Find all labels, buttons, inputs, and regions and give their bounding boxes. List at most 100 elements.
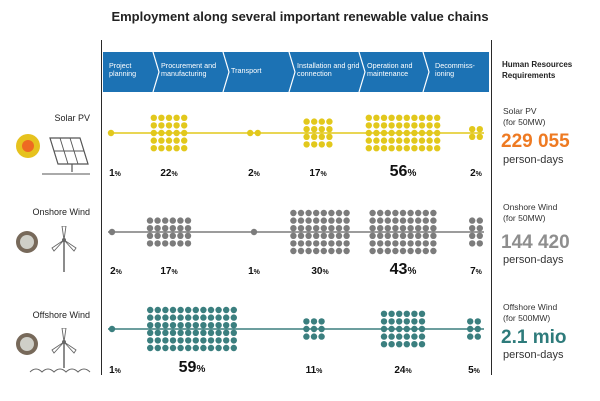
- employment-dot: [403, 310, 410, 317]
- employment-dot: [207, 344, 215, 352]
- employment-dot: [422, 225, 429, 232]
- employment-dot: [407, 247, 414, 255]
- employment-dot: [181, 145, 188, 152]
- employment-dot: [411, 318, 418, 325]
- employment-dot: [399, 247, 407, 255]
- employment-dot: [476, 133, 483, 140]
- employment-dot: [158, 122, 165, 129]
- employment-dot: [418, 310, 426, 317]
- employment-dot: [343, 232, 350, 239]
- employment-dot: [303, 133, 310, 140]
- employment-dot: [215, 337, 222, 344]
- employment-dot: [474, 318, 481, 325]
- value-chain-stage-bar: Project planning Procurement and manufac…: [103, 52, 489, 92]
- employment-dot: [388, 310, 395, 317]
- employment-dot: [223, 337, 230, 344]
- employment-dot: [154, 225, 161, 232]
- employment-dot: [177, 240, 184, 247]
- employment-dot: [369, 225, 376, 232]
- employment-dot: [407, 240, 414, 247]
- employment-dot: [184, 225, 192, 232]
- employment-dot: [415, 209, 422, 217]
- employment-dot: [290, 232, 297, 239]
- chevron-divider: [358, 52, 366, 92]
- employment-dot: [147, 329, 154, 336]
- employment-dot-cluster: [146, 217, 192, 247]
- employment-dot: [411, 145, 418, 152]
- employment-dot: [411, 325, 418, 333]
- employment-dot: [320, 225, 327, 232]
- employment-dot: [192, 322, 199, 329]
- employment-dot: [320, 209, 327, 217]
- hr-onshore-unit: person-days: [503, 254, 564, 266]
- left-divider: [101, 40, 102, 375]
- employment-dot: [422, 232, 429, 239]
- employment-dot: [169, 329, 177, 336]
- employment-dot: [373, 114, 380, 122]
- employment-dot: [215, 322, 222, 329]
- employment-dot: [230, 322, 237, 329]
- employment-dot: [303, 141, 310, 148]
- employment-dot: [223, 322, 230, 329]
- employment-dot: [343, 240, 350, 247]
- hr-offshore-unit: person-days: [503, 349, 564, 361]
- employment-dot: [377, 217, 384, 224]
- percent-label: 24%: [394, 365, 412, 376]
- employment-dot: [434, 122, 441, 129]
- employment-dot: [392, 240, 399, 247]
- employment-dot: [369, 209, 376, 217]
- employment-dot: [311, 118, 318, 125]
- employment-dot: [173, 114, 180, 122]
- employment-dot: [418, 122, 426, 129]
- employment-dot: [150, 114, 157, 122]
- employment-dot: [328, 232, 335, 239]
- hr-requirements-heading: Human Resources Requirements: [502, 60, 573, 80]
- employment-dot: [411, 129, 418, 137]
- employment-dot: [108, 228, 116, 236]
- employment-dot: [162, 314, 169, 321]
- employment-dot: [380, 341, 388, 348]
- employment-dot: [165, 145, 173, 152]
- employment-dot: [388, 137, 395, 144]
- percent-label: 56%: [389, 163, 417, 180]
- employment-dot: [146, 217, 154, 224]
- stage-label: Installation and grid connection: [297, 61, 360, 78]
- employment-dot: [184, 232, 192, 239]
- employment-dot: [469, 126, 476, 133]
- employment-dot: [328, 217, 335, 224]
- employment-dot: [407, 209, 414, 217]
- employment-dot: [290, 217, 297, 224]
- employment-dot: [377, 209, 384, 217]
- employment-dot: [415, 240, 422, 247]
- employment-dot: [177, 306, 184, 314]
- employment-dot: [388, 129, 395, 137]
- employment-dot: [318, 141, 325, 148]
- employment-dot: [297, 232, 305, 239]
- employment-dot: [165, 129, 173, 137]
- employment-dot: [399, 232, 407, 239]
- employment-dot: [343, 217, 350, 224]
- employment-dot: [411, 137, 418, 144]
- row-label-offshore-wind: Offshore Wind: [32, 310, 90, 320]
- stage-procurement-manufacturing: Procurement and manufacturing: [155, 52, 225, 92]
- employment-dot: [411, 122, 418, 129]
- employment-dot: [396, 325, 403, 333]
- stage-installation-grid: Installation and grid connection: [291, 52, 361, 92]
- employment-dot: [297, 209, 305, 217]
- employment-dot: [328, 240, 335, 247]
- employment-dot: [411, 114, 418, 122]
- employment-dot: [415, 247, 422, 255]
- employment-dot: [303, 333, 310, 340]
- employment-dot: [173, 129, 180, 137]
- employment-dot: [313, 209, 320, 217]
- employment-dot: [373, 129, 380, 137]
- percent-label: 17%: [160, 266, 178, 277]
- employment-dot: [392, 209, 399, 217]
- employment-dot: [162, 217, 169, 224]
- employment-dot: [185, 322, 192, 329]
- chevron-divider: [222, 52, 230, 92]
- offshore-wind-turbine-icon: [16, 328, 91, 373]
- employment-dot: [169, 240, 176, 247]
- employment-dot: [192, 329, 199, 336]
